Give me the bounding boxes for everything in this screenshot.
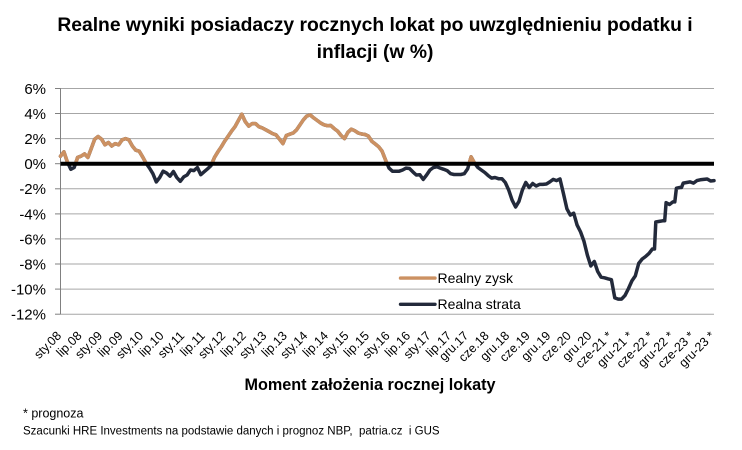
svg-text:Moment założenia rocznej lokat: Moment założenia rocznej lokaty <box>245 376 496 394</box>
svg-text:Szacunki HRE Investments na po: Szacunki HRE Investments na podstawie da… <box>23 426 440 438</box>
svg-text:0%: 0% <box>24 156 46 173</box>
svg-text:Realne wyniki posiadaczy roczn: Realne wyniki posiadaczy rocznych lokat … <box>57 15 692 36</box>
svg-text:Realny zysk: Realny zysk <box>438 270 514 286</box>
svg-text:-2%: -2% <box>19 181 46 198</box>
svg-text:-8%: -8% <box>19 256 46 273</box>
svg-text:-4%: -4% <box>19 206 46 223</box>
svg-text:-6%: -6% <box>19 231 46 248</box>
svg-text:-12%: -12% <box>11 307 46 324</box>
svg-text:inflacji (w %): inflacji (w %) <box>317 42 434 63</box>
svg-text:-10%: -10% <box>11 282 46 299</box>
svg-text:Realna strata: Realna strata <box>438 296 521 312</box>
svg-text:2%: 2% <box>24 131 46 148</box>
svg-text:4%: 4% <box>24 106 46 123</box>
svg-text:* prognoza: * prognoza <box>23 407 84 421</box>
svg-text:6%: 6% <box>24 81 46 98</box>
